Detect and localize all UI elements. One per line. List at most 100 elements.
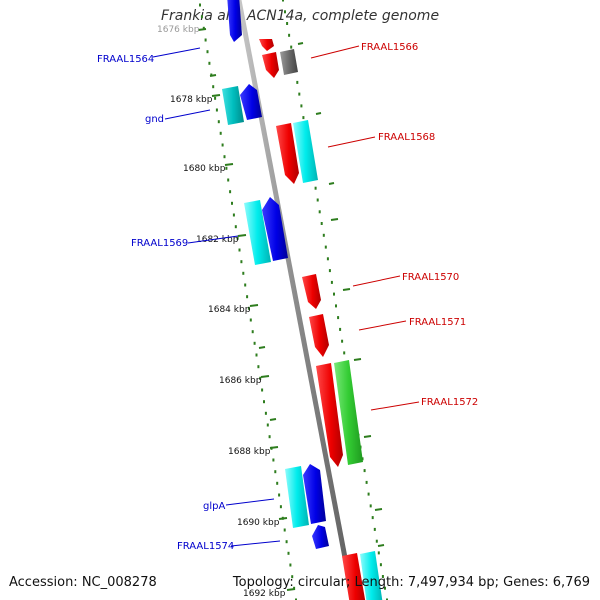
label-fraal1566[interactable]: FRAAL1566 xyxy=(310,42,418,59)
tick-dot xyxy=(276,481,279,485)
tick-dot xyxy=(322,233,325,237)
tick-label-1678: 1678 kbp xyxy=(170,95,213,105)
tick-dot xyxy=(328,269,331,273)
tick-dot xyxy=(246,295,249,299)
label-text-fraal1564: FRAAL1564 xyxy=(97,54,154,65)
tick-dot xyxy=(335,304,337,308)
label-text-fraal1569: FRAAL1569 xyxy=(131,238,188,249)
gene-fraal1566[interactable] xyxy=(262,52,279,78)
tick-dot xyxy=(279,505,282,509)
tick-dot xyxy=(214,96,217,100)
label-fraal1574[interactable]: FRAAL1574 xyxy=(177,540,281,552)
tick-dot xyxy=(225,166,228,170)
tick-dot xyxy=(268,435,271,439)
label-text-fraal1571: FRAAL1571 xyxy=(409,317,466,328)
tick-1690: 1690 kbp xyxy=(237,517,288,528)
tick-dot xyxy=(251,330,254,334)
gene-fraal1571[interactable] xyxy=(309,314,329,357)
label-text-fraal1568: FRAAL1568 xyxy=(378,132,435,143)
tick-label-1690: 1690 kbp xyxy=(237,518,280,528)
accession-text: Accession: NC_008278 xyxy=(9,575,157,590)
tick-dot xyxy=(278,493,281,497)
tick-dot xyxy=(261,388,264,392)
tick-dot xyxy=(200,15,203,19)
tick-dot xyxy=(333,292,335,296)
tick-dot xyxy=(229,190,232,194)
tick-dot xyxy=(234,225,237,229)
tick-dot xyxy=(219,131,222,135)
label-text-fraal1572: FRAAL1572 xyxy=(421,397,478,408)
tick-dot xyxy=(284,10,286,14)
gene-glpa[interactable] xyxy=(303,464,326,524)
tick-dot xyxy=(288,33,291,37)
gene-fraal1569[interactable] xyxy=(262,197,288,261)
gene-fraal1568[interactable] xyxy=(293,120,318,183)
tick-dot xyxy=(373,527,376,531)
tick-dot xyxy=(386,598,388,600)
tick-dot xyxy=(227,178,230,182)
left-lane-marks xyxy=(209,74,277,421)
tick-dot xyxy=(341,339,344,343)
gene-fraal1563[interactable] xyxy=(227,0,242,42)
tick-dot xyxy=(263,400,265,404)
gene-fraal1565[interactable] xyxy=(259,39,274,51)
tick-dot xyxy=(298,92,301,96)
tick-dot xyxy=(365,480,368,484)
tick-dot xyxy=(253,341,256,345)
tick-dot xyxy=(326,257,329,261)
label-text-glpa: glpA xyxy=(203,501,225,512)
tick-label-1684: 1684 kbp xyxy=(208,305,251,315)
tick-dot xyxy=(257,365,260,369)
label-gnd[interactable]: gnd xyxy=(145,109,211,125)
tick-dot xyxy=(221,143,224,147)
tick-dot xyxy=(247,306,250,310)
tick-dot xyxy=(379,563,382,567)
tick-label-1676: 1676 kbp xyxy=(157,25,200,35)
gene-fraal1566-other[interactable] xyxy=(280,49,298,75)
label-text-fraal1570: FRAAL1570 xyxy=(402,272,459,283)
label-fraal1569[interactable]: FRAAL1569 xyxy=(131,235,239,249)
gene-bottom-red[interactable] xyxy=(342,553,366,600)
gene-fraal1570[interactable] xyxy=(302,274,321,309)
label-fraal1564[interactable]: FRAAL1564 xyxy=(97,47,201,65)
tick-dot xyxy=(330,280,333,284)
gene-glpa-rna[interactable] xyxy=(285,466,309,528)
gene-bottom-cyan[interactable] xyxy=(360,551,383,600)
tick-1676: 1676 kbp xyxy=(157,25,207,35)
tick-dot xyxy=(339,327,342,331)
tick-dot xyxy=(255,353,258,357)
gene-fraal1567[interactable] xyxy=(276,123,299,184)
tick-dot xyxy=(249,318,252,322)
tick-1692: 1692 kbp xyxy=(243,588,296,599)
tick-dot xyxy=(381,575,384,578)
tick-dot xyxy=(212,85,215,89)
tick-dot xyxy=(223,155,226,159)
gene-fraal1572[interactable] xyxy=(334,360,363,465)
tick-dot xyxy=(232,213,235,217)
label-fraal1570[interactable]: FRAAL1570 xyxy=(352,272,459,287)
tick-dot xyxy=(324,245,327,249)
tick-dot xyxy=(274,470,277,474)
tick-dot xyxy=(199,3,201,7)
label-fraal1571[interactable]: FRAAL1571 xyxy=(358,317,466,331)
gene-gnd-rna[interactable] xyxy=(222,86,244,125)
tick-1688: 1688 kbp xyxy=(228,446,279,457)
tick-dot xyxy=(266,423,269,427)
label-glpa[interactable]: glpA xyxy=(203,498,275,512)
gene-gnd[interactable] xyxy=(240,84,262,120)
label-fraal1572[interactable]: FRAAL1572 xyxy=(370,397,478,411)
tick-dot xyxy=(289,563,292,567)
tick-dot xyxy=(282,0,284,2)
label-fraal1568[interactable]: FRAAL1568 xyxy=(327,132,435,148)
tick-dot xyxy=(375,539,378,543)
gene-fraal1569-rna[interactable] xyxy=(244,200,271,265)
tick-dot xyxy=(272,458,275,462)
tick-label-1688: 1688 kbp xyxy=(228,447,271,457)
gene-fraal1572-red[interactable] xyxy=(316,363,343,467)
gene-fraal1574[interactable] xyxy=(312,525,329,549)
genome-summary-text: Topology: circular; Length: 7,497,934 bp… xyxy=(232,575,590,590)
tick-dot xyxy=(264,411,267,415)
tick-dot xyxy=(206,50,209,54)
